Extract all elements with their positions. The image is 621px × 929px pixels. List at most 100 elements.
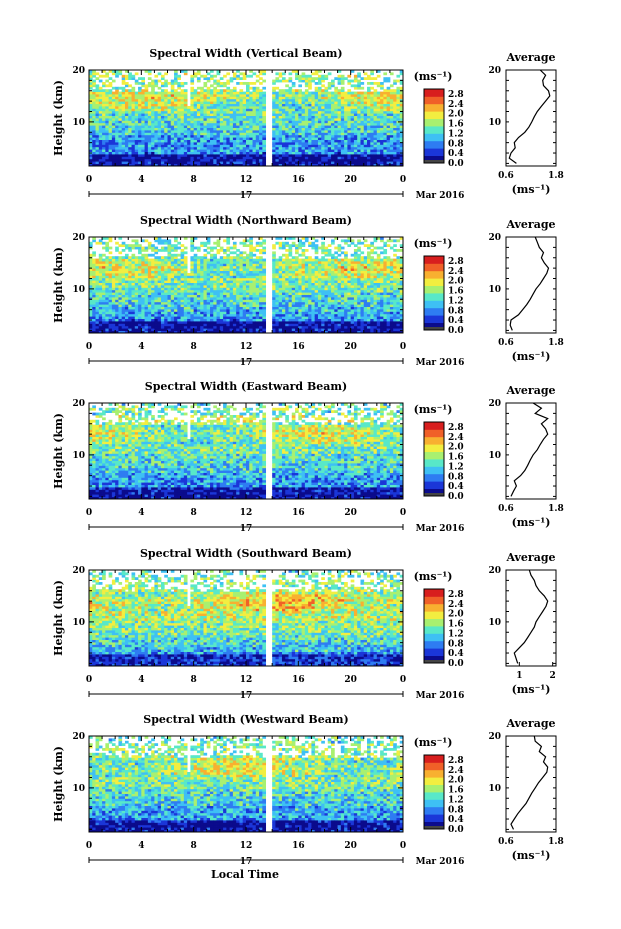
heatmap-cell [180, 282, 185, 286]
heatmap-cell [183, 137, 188, 140]
heatmap-cell [183, 256, 188, 259]
heatmap-cell [223, 249, 227, 252]
heatmap-cell [350, 137, 355, 140]
heatmap-cell [340, 98, 345, 102]
heatmap-cell [252, 96, 257, 100]
heatmap-cell [281, 106, 286, 109]
heatmap-cell [144, 96, 149, 100]
heatmap-cell [177, 318, 181, 322]
heatmap-cell [177, 106, 181, 109]
heatmap-cell [177, 154, 181, 157]
heatmap-cell [193, 268, 198, 271]
heatmap-cell [141, 127, 145, 131]
heatmap-cell [389, 144, 394, 148]
heatmap-cell [246, 151, 250, 155]
heatmap-cell [219, 77, 224, 80]
heatmap-cell [102, 74, 106, 78]
heatmap-cell [164, 316, 168, 319]
heatmap-cell [121, 325, 126, 329]
heatmap-cell [219, 323, 224, 327]
heatmap-cell [262, 113, 267, 116]
heatmap-cell [196, 118, 201, 121]
heatmap-cell [111, 72, 116, 76]
heatmap-cell [350, 84, 355, 88]
heatmap-cell [219, 110, 224, 114]
heatmap-cell [347, 130, 352, 133]
heatmap-cell [167, 261, 172, 264]
heatmap-cell [164, 289, 168, 293]
heatmap-cell [131, 304, 136, 307]
heatmap-cell [200, 91, 204, 95]
heatmap-cell [105, 106, 110, 109]
heatmap-cell [340, 82, 345, 85]
heatmap-cell [396, 158, 401, 162]
heatmap-cell [141, 268, 145, 271]
heatmap-cell [334, 158, 338, 162]
heatmap-cell [259, 134, 263, 138]
heatmap-cell [304, 158, 309, 162]
heatmap-cell [389, 154, 394, 157]
heatmap-cell [278, 151, 283, 155]
heatmap-cell [347, 122, 352, 126]
heatmap-cell [177, 134, 181, 138]
heatmap-cell [317, 151, 322, 155]
heatmap-cell [138, 134, 142, 138]
heatmap-cell [376, 98, 381, 102]
heatmap-cell [167, 108, 172, 112]
heatmap-cell [213, 122, 217, 126]
heatmap-cell [108, 144, 113, 148]
heatmap-cell [285, 137, 289, 140]
heatmap-cell [370, 125, 374, 128]
heatmap-cell [95, 265, 100, 269]
heatmap-cell [216, 328, 221, 331]
heatmap-cell [360, 101, 365, 104]
heatmap-cell [147, 328, 152, 331]
heatmap-cell [138, 156, 142, 160]
heatmap-cell [213, 118, 217, 121]
heatmap-cell [340, 142, 345, 145]
heatmap-cell [357, 94, 361, 97]
heatmap-cell [308, 137, 312, 140]
heatmap-cell [154, 299, 159, 303]
heatmap-cell [321, 161, 325, 164]
heatmap-cell [219, 273, 224, 276]
heatmap-cell [164, 106, 168, 109]
heatmap-cell [308, 74, 312, 78]
heatmap-cell [291, 130, 296, 133]
heatmap-cell [170, 130, 175, 133]
heatmap-cell [252, 154, 257, 157]
heatmap-cell [177, 137, 181, 140]
heatmap-cell [193, 258, 198, 262]
heatmap-cell [367, 118, 371, 121]
heatmap-cell [275, 101, 280, 104]
heatmap-cell [219, 294, 224, 298]
heatmap-cell [102, 106, 106, 109]
heatmap-cell [144, 316, 149, 319]
heatmap-cell [177, 285, 181, 288]
heatmap-cell [393, 122, 397, 126]
heatmap-cell [193, 253, 198, 257]
heatmap-cell [177, 142, 181, 145]
heatmap-cell [157, 292, 162, 295]
heatmap-cell [399, 103, 404, 107]
heatmap-cell [288, 86, 293, 90]
heatmap-cell [128, 154, 132, 157]
heatmap-cell [147, 309, 152, 312]
heatmap-cell [304, 101, 309, 104]
heatmap-cell [89, 110, 93, 114]
heatmap-cell [262, 115, 267, 119]
heatmap-cell [124, 142, 129, 145]
heatmap-cell [164, 91, 168, 95]
heatmap-cell [102, 268, 106, 271]
heatmap-cell [105, 244, 110, 247]
heatmap-cell [314, 146, 319, 150]
heatmap-cell [115, 161, 119, 164]
heatmap-cell [180, 249, 185, 252]
heatmap-cell [164, 158, 168, 162]
heatmap-cell [105, 311, 110, 315]
heatmap-cell [275, 125, 280, 128]
heatmap-cell [167, 241, 172, 245]
heatmap-cell [298, 103, 302, 107]
heatmap-cell [167, 277, 172, 281]
heatmap-cell [193, 89, 198, 92]
